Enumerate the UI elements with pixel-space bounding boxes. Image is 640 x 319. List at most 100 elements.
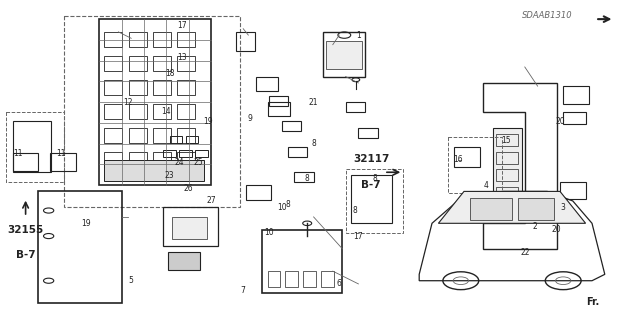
Polygon shape <box>438 191 586 223</box>
Bar <box>496 169 518 181</box>
Text: 10: 10 <box>276 203 287 212</box>
Bar <box>129 56 147 71</box>
Text: 8: 8 <box>311 139 316 148</box>
Bar <box>563 86 589 104</box>
Text: B-7: B-7 <box>16 250 35 260</box>
Bar <box>177 32 195 47</box>
Bar <box>64 16 240 207</box>
Bar <box>153 32 171 47</box>
Bar <box>170 136 182 143</box>
Bar <box>454 147 480 167</box>
Text: 15: 15 <box>500 136 511 145</box>
Text: 17: 17 <box>177 21 188 30</box>
Bar <box>448 137 502 193</box>
Text: 10: 10 <box>264 228 274 237</box>
Bar <box>129 32 147 47</box>
Text: 18: 18 <box>165 69 174 78</box>
Bar <box>153 128 171 143</box>
Bar <box>195 150 208 157</box>
Bar <box>104 128 122 143</box>
Bar <box>179 150 192 157</box>
Text: SDAAB1310: SDAAB1310 <box>522 11 573 20</box>
Text: 7: 7 <box>241 286 246 295</box>
Bar <box>346 169 403 233</box>
Text: 22: 22 <box>520 248 529 256</box>
Bar <box>186 136 198 143</box>
Text: Fr.: Fr. <box>586 297 600 307</box>
Bar <box>236 32 255 51</box>
Bar <box>177 152 195 167</box>
Bar <box>104 160 204 181</box>
Text: 4: 4 <box>484 181 489 189</box>
Bar <box>496 134 518 146</box>
Text: 21: 21 <box>309 98 318 107</box>
Text: 20: 20 <box>555 117 565 126</box>
Bar <box>104 104 122 119</box>
Bar <box>268 271 280 287</box>
Bar <box>6 112 64 182</box>
Bar <box>163 150 176 157</box>
Text: 17: 17 <box>353 232 364 241</box>
Text: 32155: 32155 <box>8 225 44 235</box>
Text: 14: 14 <box>161 107 172 116</box>
Bar <box>177 128 195 143</box>
Bar <box>303 271 316 287</box>
Bar <box>563 112 586 124</box>
Bar <box>13 153 38 171</box>
Bar <box>104 56 122 71</box>
Text: 8: 8 <box>353 206 358 215</box>
Bar <box>168 252 200 270</box>
Bar <box>560 182 586 199</box>
Bar <box>262 230 342 293</box>
Text: B-7: B-7 <box>362 180 381 190</box>
Text: 20: 20 <box>552 225 562 234</box>
Bar <box>13 121 51 172</box>
Bar <box>518 198 554 220</box>
Bar <box>282 121 301 131</box>
Text: 11: 11 <box>56 149 65 158</box>
Bar <box>268 102 290 116</box>
Text: 27: 27 <box>206 197 216 205</box>
Bar <box>285 271 298 287</box>
Bar <box>346 102 365 112</box>
Text: 26: 26 <box>184 184 194 193</box>
Bar <box>104 152 122 167</box>
Bar <box>129 152 147 167</box>
Text: 19: 19 <box>81 219 92 228</box>
Text: 5: 5 <box>129 276 134 285</box>
Bar <box>326 41 362 69</box>
Bar <box>153 80 171 95</box>
Bar <box>163 207 218 246</box>
Bar <box>153 152 171 167</box>
Bar <box>129 104 147 119</box>
Bar <box>496 152 518 164</box>
Bar <box>104 32 122 47</box>
Bar <box>177 56 195 71</box>
Bar <box>256 77 278 91</box>
Text: 23: 23 <box>164 171 175 180</box>
Text: 32117: 32117 <box>353 154 389 165</box>
Text: 16: 16 <box>452 155 463 164</box>
Bar <box>351 175 392 223</box>
Bar <box>358 128 378 138</box>
Bar <box>153 104 171 119</box>
Text: 9: 9 <box>247 114 252 122</box>
Text: 25: 25 <box>193 158 204 167</box>
Bar <box>38 191 122 303</box>
Bar <box>288 147 307 157</box>
Bar <box>493 128 522 207</box>
Bar <box>496 187 518 199</box>
Bar <box>177 80 195 95</box>
Bar <box>129 80 147 95</box>
Bar <box>129 128 147 143</box>
Bar <box>323 32 365 77</box>
Text: 6: 6 <box>337 279 342 288</box>
Bar <box>470 198 512 220</box>
Bar <box>269 96 288 106</box>
Text: 12: 12 <box>124 98 132 107</box>
Bar <box>321 271 334 287</box>
Bar <box>172 217 207 239</box>
Text: 1: 1 <box>356 31 361 40</box>
Text: 8: 8 <box>372 174 377 183</box>
Text: 8: 8 <box>305 174 310 183</box>
